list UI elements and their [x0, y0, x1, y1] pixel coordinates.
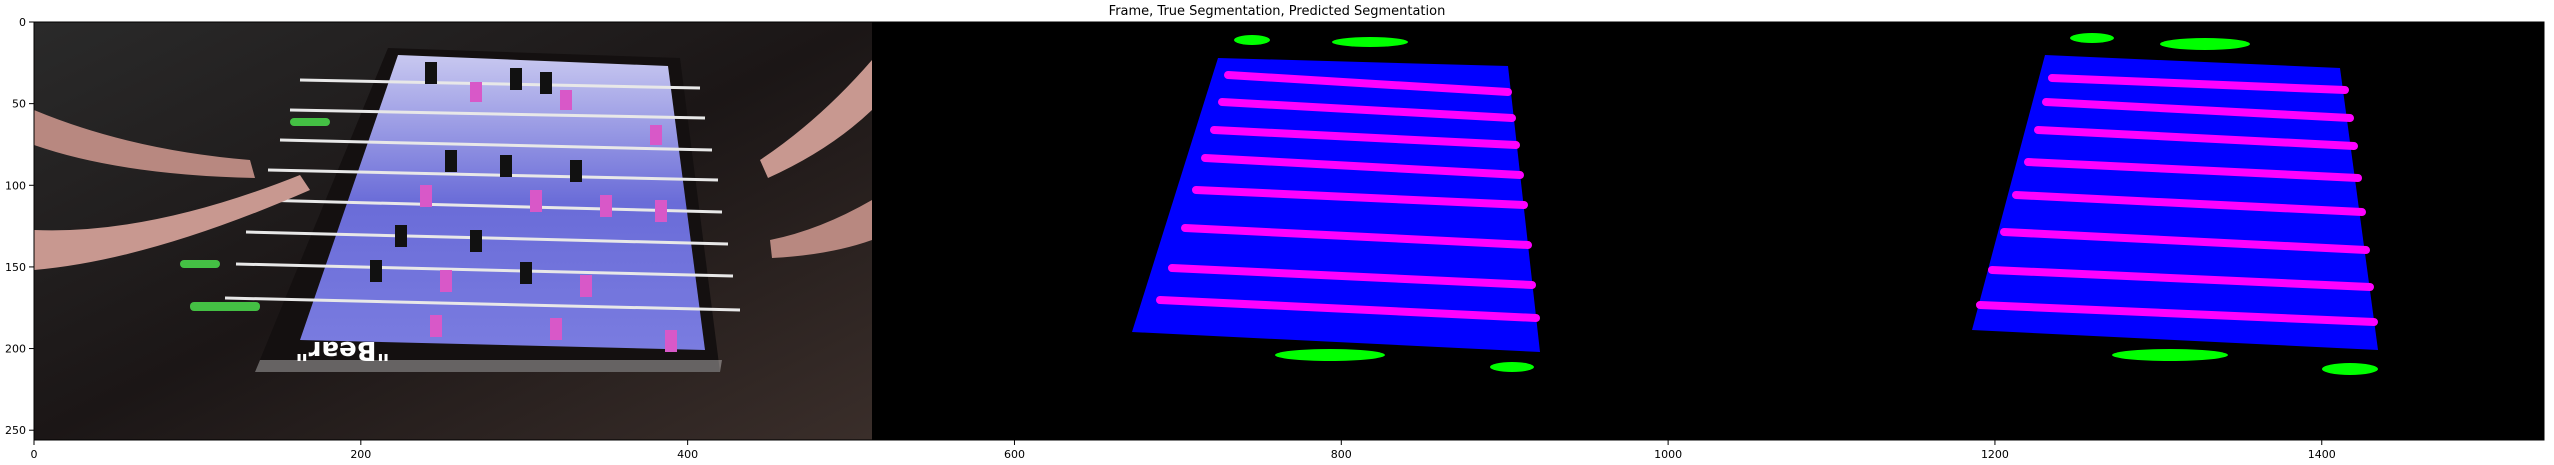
y-tick-label: 200 — [5, 343, 26, 356]
panel-video-frame: "Bear" — [34, 22, 872, 440]
x-axis: 0 200 400 600 800 1000 1200 1400 — [31, 440, 2336, 461]
frame-caption-text: "Bear" — [295, 335, 390, 365]
x-tick-label: 200 — [350, 448, 371, 461]
y-tick-label: 0 — [19, 16, 26, 29]
y-tick-label: 100 — [5, 179, 26, 192]
x-tick-label: 1200 — [1981, 448, 2009, 461]
panel-predicted-segmentation — [1710, 22, 2544, 440]
y-tick-label: 50 — [12, 98, 26, 111]
axes-frame — [33, 21, 2545, 441]
x-tick-label: 1000 — [1654, 448, 1682, 461]
y-tick-label: 150 — [5, 261, 26, 274]
y-axis: 0 50 100 150 200 250 — [5, 16, 34, 437]
y-tick-label: 250 — [5, 424, 26, 437]
x-tick-label: 600 — [1004, 448, 1025, 461]
x-tick-label: 800 — [1331, 448, 1352, 461]
x-tick-label: 400 — [677, 448, 698, 461]
panel-true-segmentation — [872, 22, 1710, 440]
figure-title: Frame, True Segmentation, Predicted Segm… — [1108, 4, 1446, 19]
x-tick-label: 0 — [31, 448, 38, 461]
x-tick-label: 1400 — [2308, 448, 2336, 461]
